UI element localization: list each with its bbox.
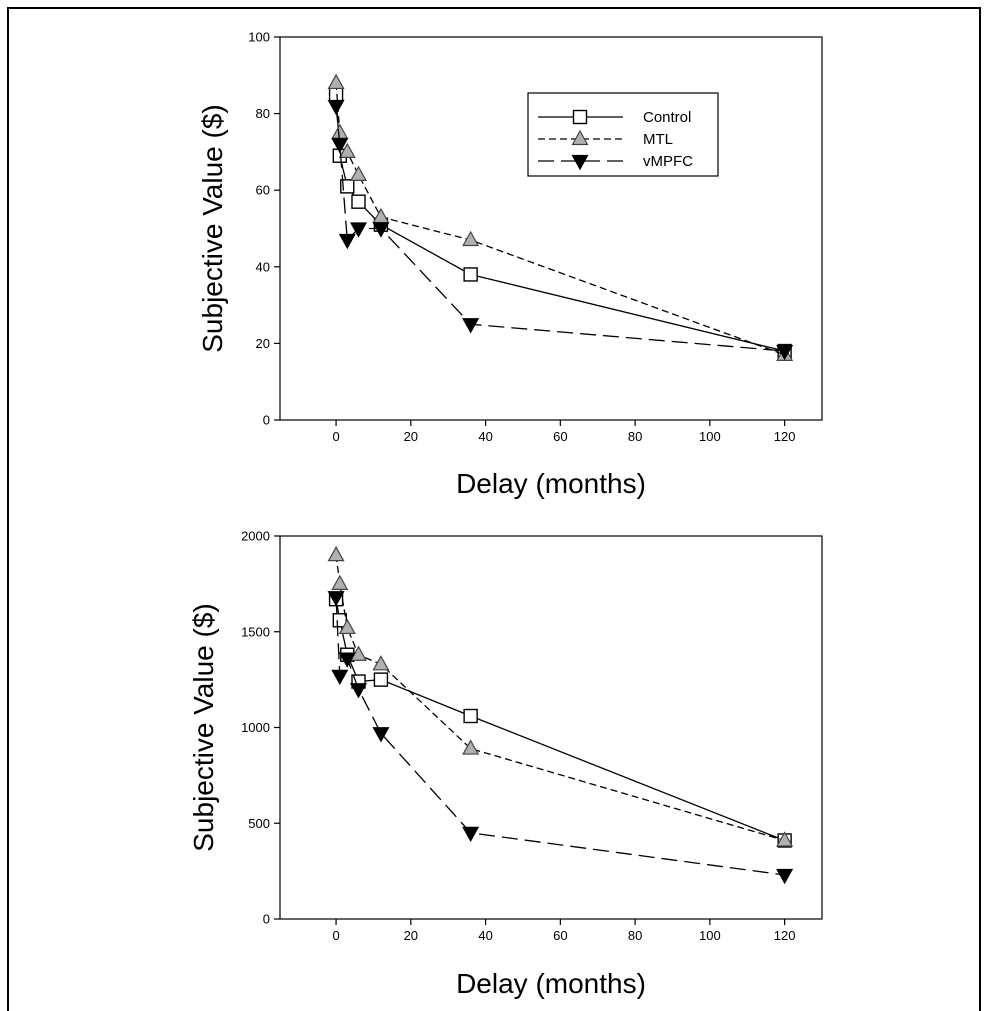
plot-area bbox=[279, 36, 823, 421]
point-vmpfc bbox=[349, 683, 368, 699]
x-tick-label: 0 bbox=[332, 928, 339, 943]
point-control bbox=[463, 708, 478, 724]
y-tick-label: 60 bbox=[256, 183, 270, 198]
x-tick-label: 80 bbox=[628, 429, 642, 444]
point-mtl bbox=[338, 142, 356, 158]
chart-1: 0 20 40 60 80 100 120 0 20 40 60 80 100 Delay (months… bbox=[197, 30, 823, 499]
y-axis-title: Subjective Value ($) bbox=[188, 603, 219, 852]
series-line-control bbox=[335, 599, 785, 842]
point-control bbox=[373, 672, 389, 687]
point-vmpfc bbox=[372, 727, 390, 743]
y-tick-label: 500 bbox=[248, 816, 270, 831]
point-vmpfc bbox=[327, 99, 345, 116]
point-vmpfc bbox=[327, 591, 345, 607]
point-vmpfc bbox=[776, 868, 794, 885]
y-tick-label: 100 bbox=[248, 30, 270, 45]
point-mtl bbox=[462, 739, 480, 755]
legend-marker-vmpfc bbox=[571, 154, 589, 171]
x-tick-label: 60 bbox=[553, 928, 567, 943]
x-tick-label: 0 bbox=[332, 429, 339, 444]
y-axis-title: Subjective Value ($) bbox=[197, 104, 228, 353]
point-vmpfc bbox=[462, 318, 480, 334]
point-vmpfc bbox=[331, 138, 349, 154]
point-vmpfc bbox=[331, 669, 349, 686]
y-tick-label: 1000 bbox=[241, 720, 270, 735]
x-axis-title: Delay (months) bbox=[456, 468, 646, 499]
x-axis-title: Delay (months) bbox=[456, 968, 646, 999]
x-tick-label: 100 bbox=[699, 429, 721, 444]
x-tick-label: 120 bbox=[774, 429, 796, 444]
legend-label-control: Control bbox=[643, 109, 691, 126]
point-mtl bbox=[327, 73, 345, 90]
legend-marker-mtl bbox=[571, 129, 589, 146]
point-vmpfc bbox=[776, 344, 794, 361]
x-tick-label: 60 bbox=[553, 429, 567, 444]
x-tick-label: 100 bbox=[699, 928, 721, 943]
y-tick-label: 0 bbox=[263, 413, 270, 428]
point-vmpfc bbox=[338, 652, 356, 668]
legend-marker-control bbox=[572, 109, 588, 125]
point-mtl bbox=[776, 831, 794, 847]
point-mtl bbox=[372, 655, 390, 671]
legend-label-vmpfc: vMPFC bbox=[643, 153, 693, 170]
point-vmpfc bbox=[349, 222, 368, 238]
y-tick-label: 2000 bbox=[241, 529, 270, 544]
chart-2: 0 20 40 60 80 100 120 0 500 1000 1500 2000 Delay (mo… bbox=[188, 529, 823, 999]
point-control bbox=[332, 613, 348, 628]
plot-area bbox=[279, 535, 823, 920]
y-tick-label: 80 bbox=[256, 106, 270, 121]
x-tick-label: 120 bbox=[774, 928, 796, 943]
x-tick-label: 40 bbox=[478, 928, 492, 943]
point-mtl bbox=[331, 574, 349, 590]
y-tick-label: 1500 bbox=[241, 624, 270, 639]
point-mtl bbox=[349, 165, 368, 181]
point-vmpfc bbox=[372, 222, 390, 238]
point-control bbox=[340, 179, 355, 194]
y-tick-label: 20 bbox=[256, 336, 270, 351]
series-line-vmpfc bbox=[335, 597, 785, 876]
point-mtl bbox=[372, 207, 390, 224]
point-mtl bbox=[462, 230, 480, 247]
y-tick-label: 0 bbox=[263, 912, 270, 927]
x-tick-label: 40 bbox=[478, 429, 492, 444]
point-control bbox=[463, 267, 478, 282]
figure-frame bbox=[7, 7, 981, 1011]
series-line-mtl bbox=[335, 555, 785, 842]
point-mtl bbox=[338, 618, 356, 635]
point-vmpfc bbox=[338, 233, 356, 250]
x-tick-label: 20 bbox=[404, 928, 418, 943]
x-tick-label: 20 bbox=[404, 429, 418, 444]
point-mtl bbox=[331, 123, 349, 139]
legend-label-mtl: MTL bbox=[643, 131, 673, 148]
legend-box bbox=[527, 92, 719, 177]
legend: Control MTL vMPFC bbox=[527, 92, 719, 177]
point-mtl bbox=[327, 545, 345, 562]
point-control bbox=[351, 194, 366, 209]
x-tick-label: 80 bbox=[628, 928, 642, 943]
point-vmpfc bbox=[462, 826, 480, 843]
y-tick-label: 40 bbox=[256, 259, 270, 274]
